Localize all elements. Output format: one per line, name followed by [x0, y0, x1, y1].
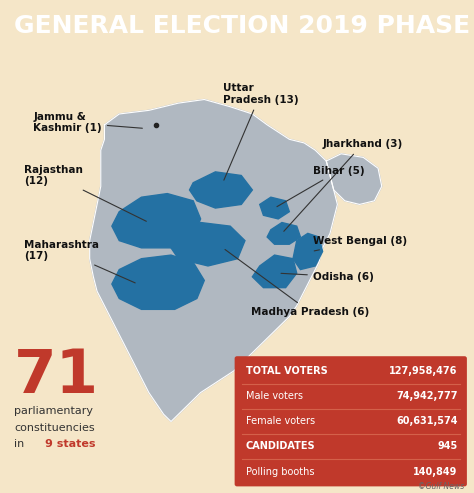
Text: GENERAL ELECTION 2019 PHASE 4: GENERAL ELECTION 2019 PHASE 4 [14, 14, 474, 38]
Text: Maharashtra
(17): Maharashtra (17) [24, 240, 135, 283]
Text: TOTAL VOTERS: TOTAL VOTERS [246, 366, 327, 376]
Text: 140,849: 140,849 [413, 466, 457, 477]
Text: 71: 71 [14, 347, 100, 406]
Text: constituencies: constituencies [14, 423, 95, 433]
Text: ©Gulf News: ©Gulf News [418, 482, 465, 491]
Text: in: in [14, 439, 28, 449]
Text: Jharkhand (3): Jharkhand (3) [284, 140, 402, 231]
Polygon shape [190, 172, 252, 208]
Text: Female voters: Female voters [246, 416, 315, 426]
Polygon shape [293, 233, 323, 270]
Text: 945: 945 [437, 441, 457, 452]
Text: 60,631,574: 60,631,574 [396, 416, 457, 426]
Polygon shape [112, 255, 204, 310]
Text: Odisha (6): Odisha (6) [281, 272, 374, 282]
Text: Madhya Pradesh (6): Madhya Pradesh (6) [225, 249, 369, 317]
Polygon shape [260, 197, 289, 219]
Polygon shape [252, 255, 297, 287]
FancyBboxPatch shape [235, 356, 467, 487]
Polygon shape [267, 222, 301, 244]
Text: 9 states: 9 states [45, 439, 96, 449]
Text: West Bengal (8): West Bengal (8) [313, 237, 407, 251]
Text: CANDIDATES: CANDIDATES [246, 441, 315, 452]
Text: Rajasthan
(12): Rajasthan (12) [24, 165, 146, 221]
Polygon shape [90, 100, 337, 422]
Polygon shape [326, 154, 382, 205]
Text: 127,958,476: 127,958,476 [389, 366, 457, 376]
Text: Jammu &
Kashmir (1): Jammu & Kashmir (1) [33, 111, 142, 133]
Text: Polling booths: Polling booths [246, 466, 314, 477]
Text: parliamentary: parliamentary [14, 406, 93, 417]
Text: Male voters: Male voters [246, 391, 302, 401]
Text: Bihar (5): Bihar (5) [277, 166, 365, 207]
Text: 74,942,777: 74,942,777 [396, 391, 457, 401]
Polygon shape [171, 222, 245, 266]
Text: Uttar
Pradesh (13): Uttar Pradesh (13) [223, 83, 299, 180]
Polygon shape [112, 194, 201, 248]
